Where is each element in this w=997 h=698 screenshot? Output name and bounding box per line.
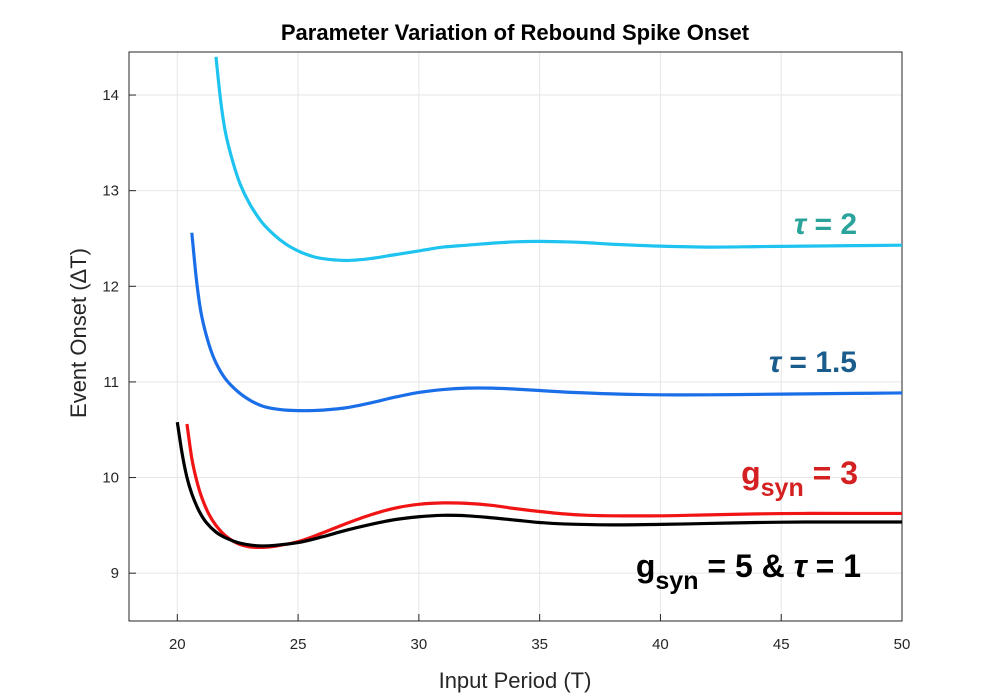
series-tau-1-5 [190, 232, 903, 413]
annotation-gsyn-5-tau-1: gsyn = 5 & τ = 1 [636, 548, 861, 595]
annotation-part: τ [794, 548, 809, 584]
annotation-part: = 2 [806, 208, 857, 241]
y-tick-label: 9 [111, 565, 119, 582]
chart-title: Parameter Variation of Rebound Spike Ons… [281, 20, 750, 45]
x-tick-label: 35 [531, 636, 548, 653]
annotation-part: τ [769, 346, 783, 379]
annotation-part: syn [655, 567, 698, 595]
y-tick-label: 11 [103, 374, 119, 391]
x-tick-label: 20 [169, 636, 186, 653]
x-tick-label: 45 [773, 636, 790, 653]
annotation-part: = 1.5 [781, 346, 857, 379]
annotation-tau-2: τ = 2 [794, 208, 857, 241]
y-tick-label: 13 [102, 183, 119, 200]
y-tick-label: 10 [102, 470, 119, 487]
annotation-part: = 5 & [699, 548, 794, 584]
series-gsyn-5-tau-1 [175, 421, 902, 548]
annotation-gsyn-3: gsyn = 3 [741, 455, 858, 502]
series-tau-2 [214, 56, 903, 263]
x-tick-label: 40 [652, 636, 669, 653]
x-axis-label: Input Period (T) [439, 668, 592, 693]
annotation-part: g [741, 455, 761, 491]
series [175, 56, 903, 550]
ticks: 20 25 30 35 40 45 50 9 10 11 12 13 14 [102, 87, 910, 653]
annotation-part: = 1 [807, 548, 861, 584]
annotation-tau-1-5: τ = 1.5 [769, 346, 857, 379]
annotation-part: = 3 [804, 455, 858, 491]
y-axis-label: Event Onset (ΔT) [66, 248, 91, 418]
y-tick-label: 12 [102, 278, 119, 295]
grid [129, 52, 903, 621]
x-tick-label: 25 [290, 636, 307, 653]
y-tick-label: 14 [102, 87, 119, 104]
annotation-part: τ [794, 208, 808, 241]
annotation-part: g [636, 548, 656, 584]
plot-frame [128, 51, 903, 622]
x-tick-label: 30 [411, 636, 428, 653]
annotation-part: syn [761, 474, 804, 502]
x-tick-label: 50 [894, 636, 911, 653]
series-gsyn-3 [185, 423, 902, 550]
